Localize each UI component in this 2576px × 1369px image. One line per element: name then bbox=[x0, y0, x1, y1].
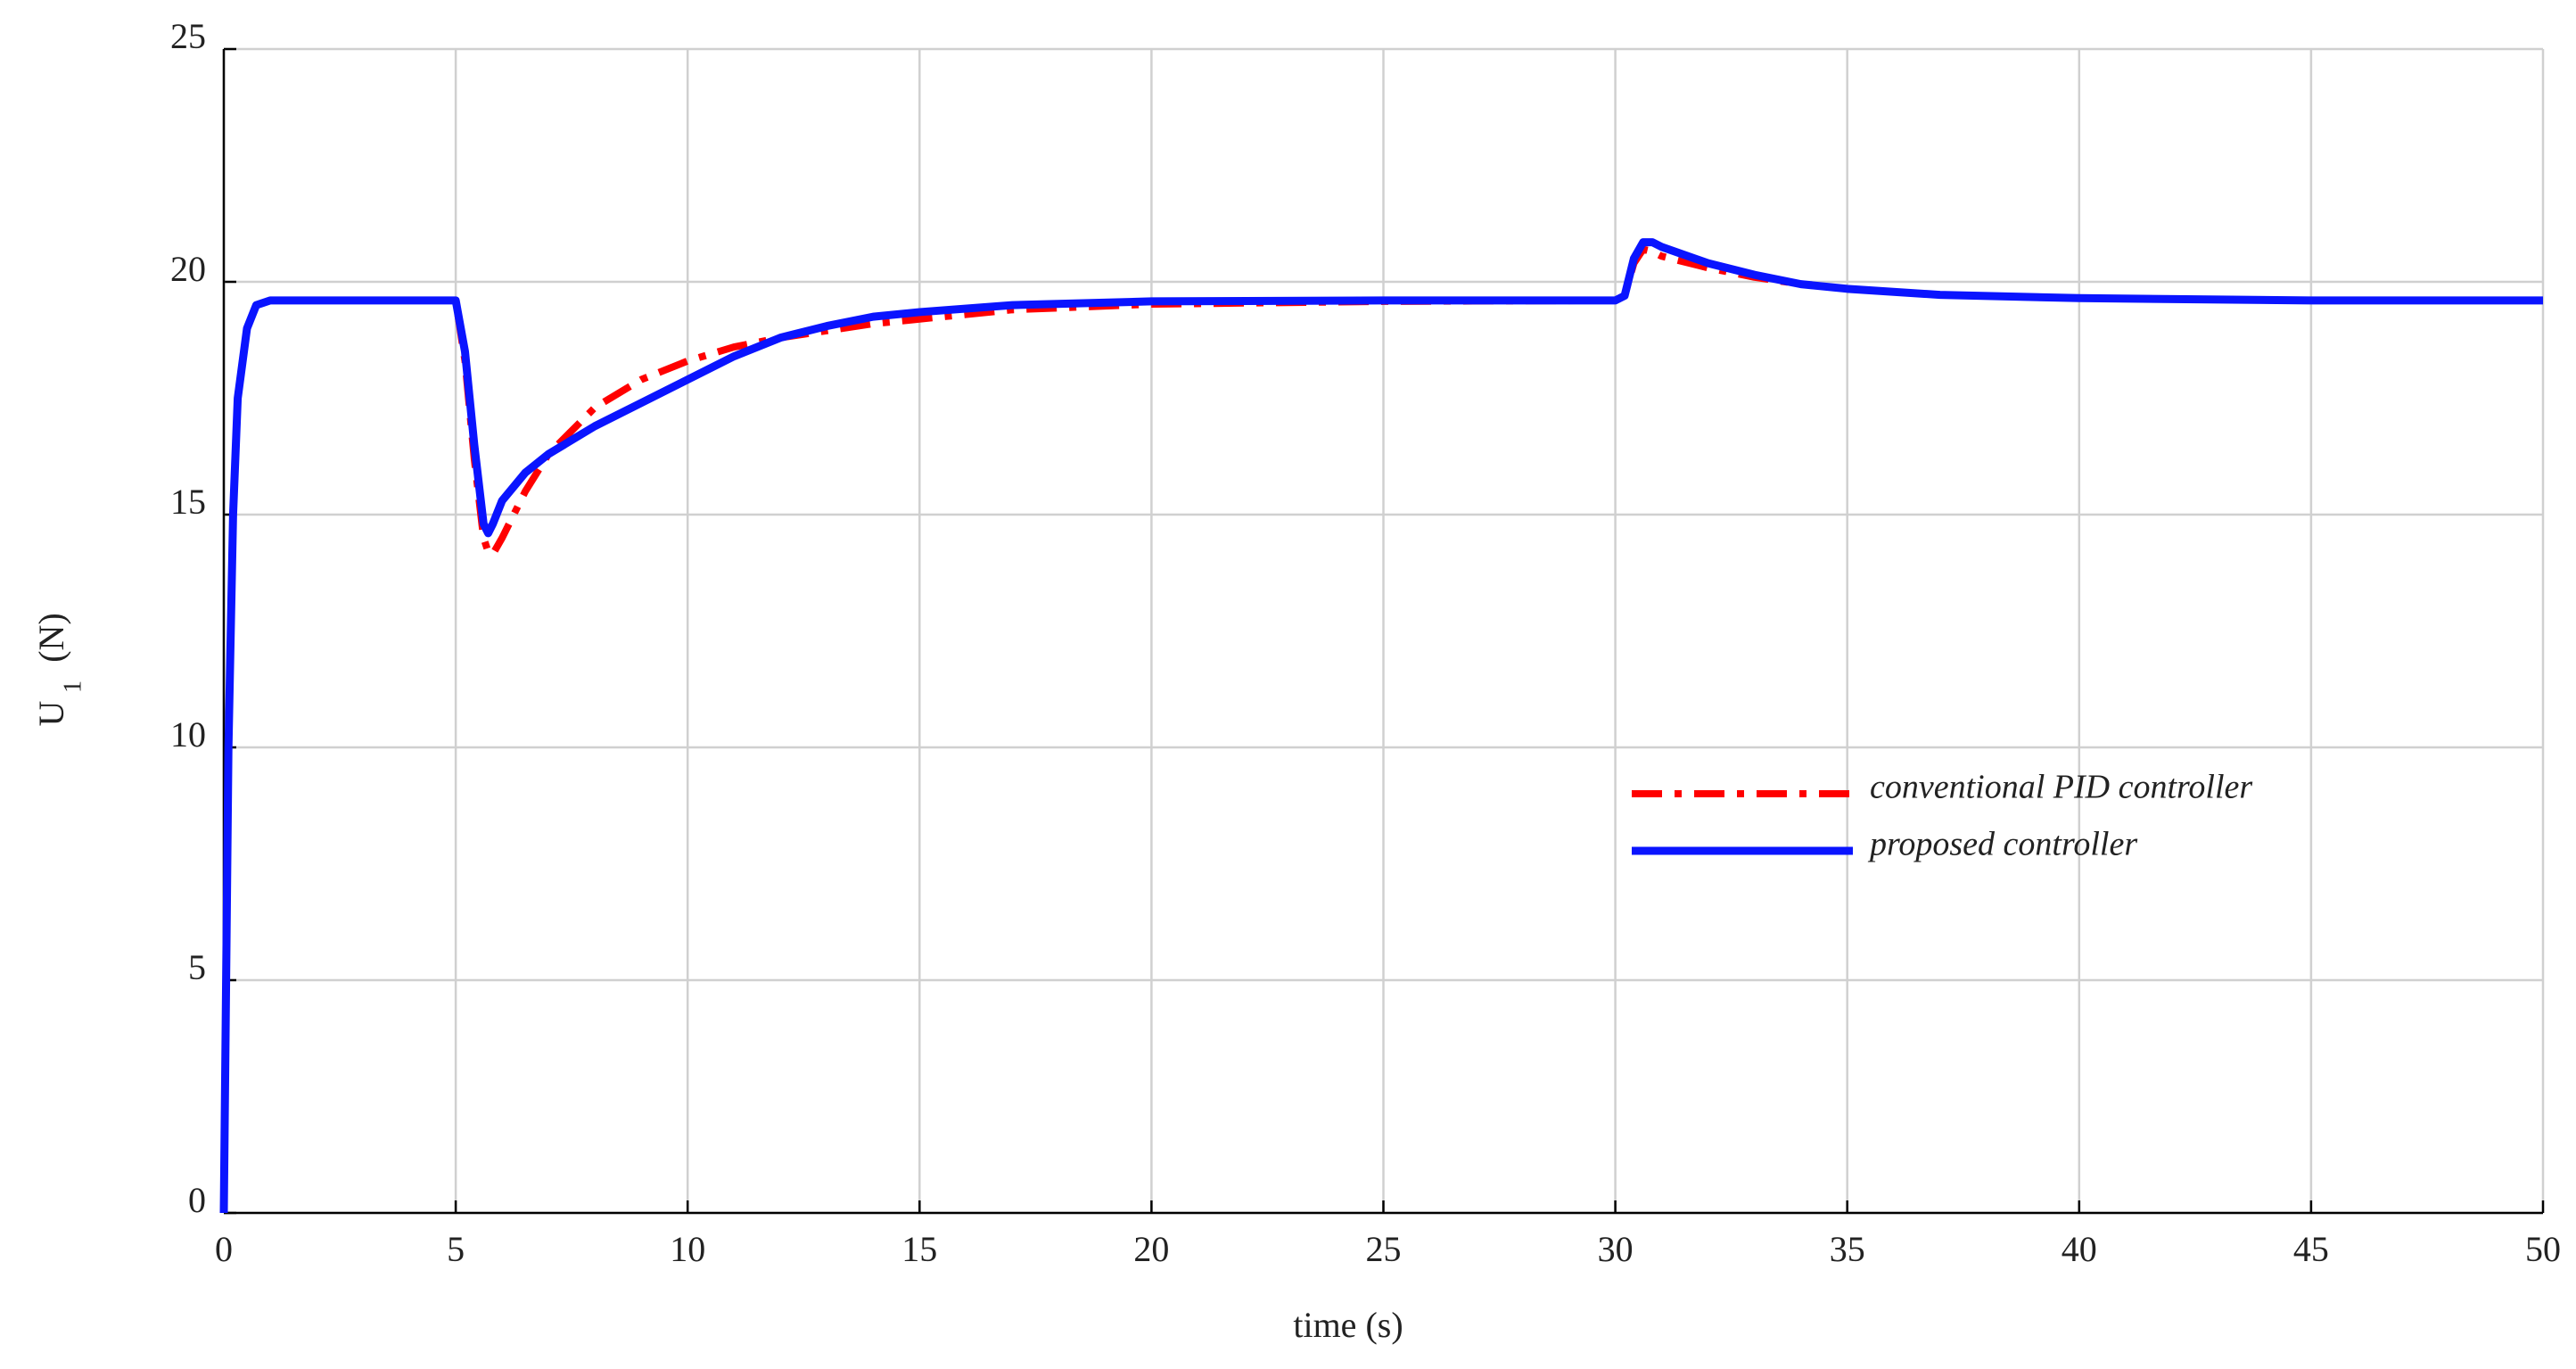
x-tick-label: 45 bbox=[2293, 1229, 2329, 1269]
legend-label: conventional PID controller bbox=[1870, 769, 2252, 806]
y-tick-label: 5 bbox=[188, 947, 206, 987]
y-tick-label: 25 bbox=[170, 16, 206, 56]
series-line bbox=[219, 238, 2543, 1214]
y-axis-label-subscript: 1 bbox=[59, 680, 86, 693]
x-tick-label: 15 bbox=[901, 1229, 937, 1269]
y-tick-label: 10 bbox=[170, 714, 206, 755]
x-tick-label: 20 bbox=[1133, 1229, 1169, 1269]
legend-label: proposed controller bbox=[1867, 826, 2137, 863]
x-tick-label: 5 bbox=[447, 1229, 465, 1269]
x-tick-label: 25 bbox=[1366, 1229, 1402, 1269]
y-axis-label-unit: (N) bbox=[31, 613, 71, 663]
x-tick-label: 35 bbox=[1830, 1229, 1865, 1269]
x-axis-label: time (s) bbox=[1293, 1305, 1403, 1345]
y-tick-label: 0 bbox=[188, 1180, 206, 1220]
y-tick-label: 15 bbox=[170, 482, 206, 522]
y-axis-label: U bbox=[31, 700, 71, 726]
x-tick-label: 10 bbox=[670, 1229, 705, 1269]
x-tick-label: 50 bbox=[2525, 1229, 2561, 1269]
x-tick-label: 40 bbox=[2062, 1229, 2097, 1269]
y-axis-label-group: U 1 (N) bbox=[31, 613, 86, 726]
x-tick-label: 0 bbox=[215, 1229, 233, 1269]
x-tick-label: 30 bbox=[1598, 1229, 1634, 1269]
y-tick-label: 20 bbox=[170, 249, 206, 289]
